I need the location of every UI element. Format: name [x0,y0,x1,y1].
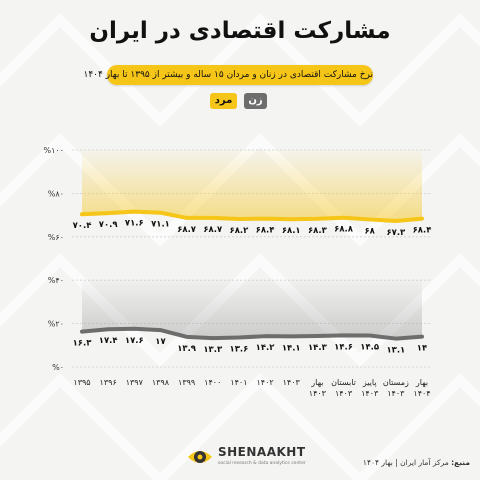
source-text: مرکز آمار ایران | بهار ۱۴۰۴ [362,458,449,467]
data-label-women: ۱۴.۱ [282,343,301,353]
x-tick-label: ۱۳۹۶ [100,378,117,387]
data-label-men: ۶۸.۳ [308,226,328,236]
data-label-women: ۱۴.۲ [256,343,276,353]
data-label-men: ۷۱.۱ [151,220,170,230]
legend-women: زن [244,93,267,109]
data-label-women: ۱۳.۹ [177,344,197,354]
data-label-women: ۱۶.۳ [73,339,93,349]
x-tick-label: ۱۴۰۳ [309,389,327,398]
data-label-women: ۱۳.۳ [203,345,223,355]
series-line-women [80,326,424,341]
brand-logo: SHENAAKHT social research & data analyti… [186,443,316,473]
y-tick-label: %۴۰ [48,276,64,285]
source-label: منبع: [451,458,470,467]
data-label-men: ۶۸.۷ [203,225,223,235]
brand-tagline: social research & data analytics center [218,461,306,466]
x-tick-label: ۱۴۰۳ [387,389,405,398]
x-tick-label: پاییز [362,378,377,387]
data-label-women: ۱۷.۴ [99,336,118,346]
data-label-men: ۶۸.۴ [413,226,432,236]
page-title: مشارکت اقتصادی در ایران [89,18,391,44]
series-line-men [80,209,424,223]
data-label-women: ۱۷ [155,337,166,347]
x-tick-label: ۱۴۰۳ [335,389,353,398]
data-label-men: ۶۷.۳ [386,228,406,238]
x-tick-label: ۱۴۰۱ [230,378,247,387]
x-tick-label: ۱۴۰۳ [283,378,301,387]
eye-logo-icon [188,451,212,463]
y-tick-label: %۶۰ [48,233,64,242]
data-label-men: ۶۸.۸ [334,225,354,235]
data-label-women: ۱۴.۶ [334,342,353,352]
series-area-women [82,280,422,339]
chart-subtitle: نرخ مشارکت اقتصادی در زنان و مردان ۱۵ سا… [83,65,373,85]
x-tick-label: ۱۴۰۲ [256,378,273,387]
x-tick-label: تابستان [331,378,356,387]
data-label-women: ۱۳.۱ [386,346,405,356]
x-tick-label: بهار [415,378,428,387]
x-tick-label: ۱۴۰۳ [361,389,379,398]
source-note: منبع: مرکز آمار ایران | بهار ۱۴۰۴ [352,458,470,467]
data-label-women: ۱۷.۶ [125,336,144,346]
y-tick-label: %۸۰ [48,189,64,198]
data-label-women: ۱۴ [417,344,427,354]
data-label-women: ۱۴.۳ [308,343,328,353]
x-tick-label: ۱۳۹۷ [126,378,144,387]
data-label-men: ۷۰.۹ [99,220,119,230]
data-label-men: ۶۸.۴ [256,226,275,236]
brand-name: SHENAAKHT [218,445,306,459]
data-label-men: ۶۸.۲ [230,226,250,236]
x-tick-label: زمستان [383,378,409,387]
x-tick-label: ۱۴۰۰ [204,378,221,387]
legend-men: مرد [210,93,237,109]
x-tick-label: ۱۳۹۵ [73,378,90,387]
x-tick-label: ۱۴۰۴ [413,389,430,398]
data-label-men: ۶۸ [364,226,375,236]
data-label-women: ۱۳.۶ [230,344,249,354]
y-tick-label: %۱۰۰ [44,146,65,155]
data-label-men: ۷۱.۶ [125,219,144,229]
data-label-men: ۶۸.۱ [282,226,301,236]
x-tick-label: ۱۳۹۹ [178,378,195,387]
x-tick-label: بهار [310,378,323,387]
series-area-men [82,150,422,221]
x-tick-label: ۱۳۹۸ [152,378,170,387]
y-tick-label: %۰ [52,363,64,372]
data-label-women: ۱۴.۵ [360,343,379,353]
y-tick-label: %۲۰ [48,320,64,329]
data-label-men: ۶۸.۷ [177,225,197,235]
data-label-men: ۷۰.۴ [73,221,92,231]
